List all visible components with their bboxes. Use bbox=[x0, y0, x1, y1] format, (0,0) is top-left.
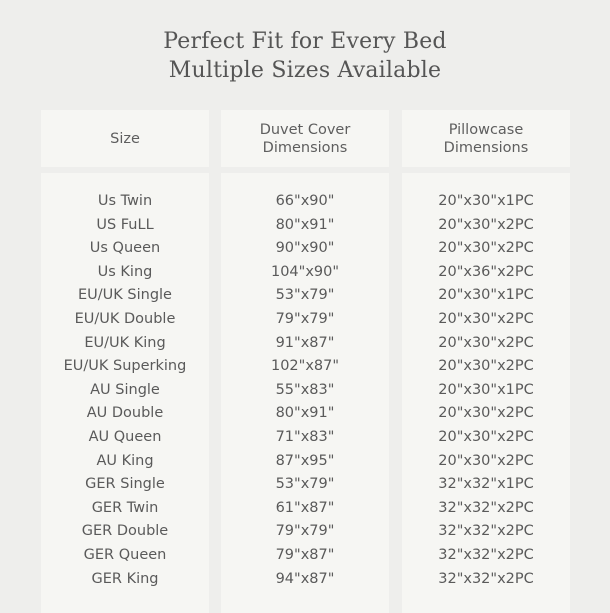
cell-pillow: 20"x30"x1PC bbox=[438, 287, 534, 304]
size-column: Us Twin US FuLL Us Queen Us King EU/UK Singl… bbox=[41, 173, 209, 613]
cell-pillow: 32"x32"x1PC bbox=[438, 476, 534, 493]
cell-size: EU/UK Superking bbox=[63, 358, 187, 375]
duvet-column: 66"x90" 80"x91" 90"x90" 104"x90" 53"x79" 79"x… bbox=[221, 173, 389, 613]
cell-size: AU Double bbox=[86, 405, 164, 422]
cell-size: AU Single bbox=[90, 381, 160, 398]
cell-duvet: 102"x87" bbox=[270, 358, 340, 375]
cell-duvet: 79"x79" bbox=[275, 523, 335, 540]
header-size: Size bbox=[41, 110, 209, 167]
cell-duvet: 91"x87" bbox=[275, 334, 335, 351]
cell-size: US FuLL bbox=[96, 216, 154, 233]
cell-duvet: 55"x83" bbox=[275, 381, 335, 398]
cell-pillow: 20"x30"x1PC bbox=[438, 193, 534, 209]
cell-duvet: 66"x90" bbox=[275, 193, 335, 209]
cell-size: Us Queen bbox=[89, 240, 161, 257]
header-size-label: Size bbox=[110, 130, 140, 147]
header-pillowcase-label: Pillowcase Dimensions bbox=[443, 121, 529, 156]
cell-size: AU King bbox=[96, 452, 154, 469]
cell-pillow: 20"x30"x2PC bbox=[438, 452, 534, 469]
title-line-2: Multiple Sizes Available bbox=[168, 58, 442, 83]
cell-duvet: 104"x90" bbox=[270, 263, 340, 280]
cell-size: GER King bbox=[91, 570, 159, 587]
header-duvet: Duvet Cover Dimensions bbox=[221, 110, 389, 167]
cell-pillow: 20"x30"x2PC bbox=[438, 216, 534, 233]
cell-duvet: 80"x91" bbox=[275, 405, 335, 422]
cell-pillow: 20"x30"x2PC bbox=[438, 240, 534, 257]
cell-duvet: 53"x79" bbox=[275, 287, 335, 304]
cell-size: GER Twin bbox=[91, 499, 159, 516]
cell-size: GER Single bbox=[85, 476, 165, 493]
header-pillowcase: Pillowcase Dimensions bbox=[402, 110, 570, 167]
cell-pillow: 32"x32"x2PC bbox=[438, 570, 534, 587]
cell-duvet: 71"x83" bbox=[275, 429, 335, 445]
cell-duvet: 80"x91" bbox=[275, 216, 335, 233]
cell-pillow: 20"x30"x2PC bbox=[438, 405, 534, 422]
cell-size: Us King bbox=[97, 263, 153, 280]
cell-size: GER Double bbox=[81, 523, 169, 540]
cell-size: Us Twin bbox=[97, 193, 153, 209]
cell-pillow: 32"x32"x2PC bbox=[438, 523, 534, 540]
cell-size: AU Queen bbox=[88, 429, 162, 445]
cell-pillow: 20"x30"x1PC bbox=[438, 381, 534, 398]
cell-duvet: 94"x87" bbox=[275, 570, 335, 587]
cell-pillow: 20"x30"x2PC bbox=[438, 429, 534, 445]
cell-pillow: 32"x32"x2PC bbox=[438, 499, 534, 516]
pillowcase-column: 20"x30"x1PC 20"x30"x2PC 20"x30"x2PC 20"x36"… bbox=[402, 173, 570, 613]
cell-size: GER Queen bbox=[83, 547, 167, 563]
cell-size: EU/UK Double bbox=[74, 311, 176, 327]
cell-size: EU/UK King bbox=[84, 334, 166, 351]
cell-duvet: 79"x87" bbox=[275, 547, 335, 563]
cell-duvet: 53"x79" bbox=[275, 476, 335, 493]
cell-duvet: 90"x90" bbox=[275, 240, 335, 257]
cell-duvet: 61"x87" bbox=[275, 499, 335, 516]
title-line-1: Perfect Fit for Every Bed bbox=[163, 29, 447, 54]
cell-duvet: 79"x79" bbox=[275, 311, 335, 327]
header-duvet-label: Duvet Cover Dimensions bbox=[259, 121, 351, 156]
cell-pillow: 20"x30"x2PC bbox=[438, 358, 534, 375]
cell-pillow: 20"x36"x2PC bbox=[438, 263, 534, 280]
cell-size: EU/UK Single bbox=[78, 287, 172, 304]
cell-pillow: 20"x30"x2PC bbox=[438, 311, 534, 327]
cell-duvet: 87"x95" bbox=[275, 452, 335, 469]
cell-pillow: 32"x32"x2PC bbox=[438, 547, 534, 563]
cell-pillow: 20"x30"x2PC bbox=[438, 334, 534, 351]
